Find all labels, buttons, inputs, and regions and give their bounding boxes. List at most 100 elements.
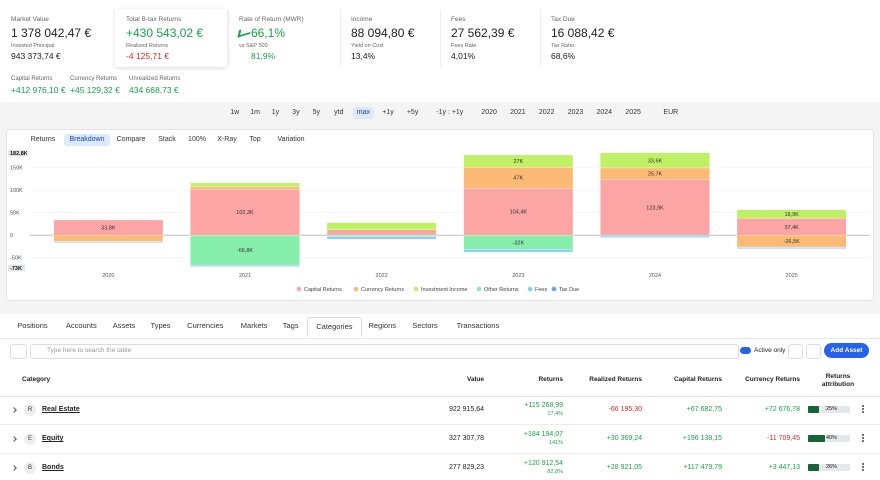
column-header[interactable]: Returns attribution: [821, 373, 855, 388]
range-button[interactable]: +1y: [382, 109, 394, 116]
bar-segment: [326, 238, 437, 240]
metric-label: Market Value: [11, 16, 49, 23]
range-button[interactable]: 1m: [250, 109, 260, 116]
chart-tab[interactable]: X-Ray: [217, 136, 237, 143]
column-header[interactable]: Category: [22, 376, 51, 383]
metric-value: +430 543,02 €: [126, 26, 204, 40]
range-button[interactable]: EUR: [663, 109, 679, 116]
metric-label: Currency Returns: [70, 76, 118, 82]
attribution-track: [808, 435, 850, 442]
active-only[interactable]: Active only: [754, 347, 786, 354]
y-tick-label: 0: [10, 233, 13, 239]
tabs-bar: [0, 314, 880, 339]
tab[interactable]: Markets: [240, 321, 268, 330]
add-button[interactable]: Add Asset: [824, 343, 869, 358]
tab[interactable]: Assets: [112, 321, 136, 330]
bar-segment: [190, 265, 300, 267]
range-button[interactable]: ytd: [334, 109, 344, 116]
cell: +67 682,75: [686, 406, 722, 413]
filter-icon[interactable]: [10, 344, 27, 359]
row-menu[interactable]: [862, 463, 864, 465]
column-header[interactable]: Currency Returns: [745, 376, 800, 383]
row-name[interactable]: Equity: [42, 435, 64, 442]
metric-label: Fees: [451, 16, 466, 23]
chart-tab[interactable]: Stack: [158, 136, 176, 143]
cell: -66 195,30: [608, 406, 642, 413]
search-box[interactable]: [30, 344, 739, 359]
data-label: 27K: [513, 159, 523, 165]
bar-segment: [326, 229, 437, 236]
expand-chevron[interactable]: [11, 436, 17, 442]
bar-segment: [736, 209, 847, 219]
metric-value: 66,1%: [251, 26, 286, 40]
range-button[interactable]: 2023: [567, 109, 584, 116]
cell: +184 194,07: [523, 431, 563, 438]
divider: [540, 10, 541, 66]
chart-tab[interactable]: 100%: [188, 136, 206, 143]
expand-chevron[interactable]: [11, 407, 17, 413]
cell: +196 138,15: [682, 435, 722, 442]
range-button[interactable]: 5y: [312, 109, 320, 116]
toggle[interactable]: [740, 347, 751, 354]
column-header[interactable]: Capital Returns: [673, 376, 722, 383]
metric-sub-label: Realized Returns: [126, 43, 169, 49]
row-menu[interactable]: [862, 405, 864, 407]
attribution-track: [808, 464, 850, 471]
range-button[interactable]: 2021: [510, 109, 526, 116]
tab[interactable]: Currencies: [187, 321, 224, 330]
column-header[interactable]: Value: [467, 376, 484, 383]
bar-segment: [463, 154, 574, 168]
bar-segment: [326, 222, 437, 230]
chart-tab[interactable]: Top: [249, 136, 261, 143]
tab[interactable]: Sectors: [412, 321, 438, 330]
range-button[interactable]: 2020: [481, 109, 497, 116]
expand-chevron[interactable]: [11, 465, 17, 471]
metric-label: Unrealized Returns: [129, 76, 181, 82]
column-header[interactable]: Returns: [538, 376, 563, 383]
range-button[interactable]: 3y: [292, 109, 300, 116]
metric-sub-label: vs S&P 500: [239, 43, 268, 49]
tab[interactable]: Tags: [282, 321, 299, 330]
chart-tab[interactable]: Variation: [277, 136, 305, 143]
range-button[interactable]: 2024: [596, 109, 613, 116]
tab[interactable]: Transactions: [456, 321, 500, 330]
returns-pct: 17,4%: [547, 411, 563, 417]
row-menu[interactable]: [862, 434, 864, 436]
range-button[interactable]: 1w: [230, 109, 240, 116]
y-tick-label: 100K: [10, 188, 23, 194]
tab[interactable]: Types: [150, 321, 171, 330]
tab[interactable]: Positions: [17, 321, 48, 330]
chart-tab[interactable]: Compare: [116, 136, 146, 143]
chart-panel: [6, 129, 874, 301]
divider: [440, 10, 441, 66]
cell: +72 676,78: [764, 406, 800, 413]
legend-swatch: [413, 286, 419, 292]
tab[interactable]: Categories: [306, 317, 362, 337]
tab[interactable]: Regions: [368, 321, 396, 330]
chart-tab[interactable]: Breakdown: [64, 134, 110, 146]
data-label: -26,5K: [784, 239, 801, 245]
attribution-bar: [808, 406, 819, 413]
returns-pct: 82,8%: [547, 469, 563, 475]
axis-bound: [8, 149, 25, 157]
legend-swatch: [551, 286, 557, 292]
chart-tab[interactable]: Returns: [30, 136, 56, 143]
download-icon[interactable]: [788, 344, 803, 359]
y-tick-label: 150K: [10, 166, 23, 172]
cell: +117 479,79: [683, 464, 722, 471]
range-button[interactable]: +5y: [406, 109, 419, 116]
column-header[interactable]: Realized Returns: [589, 376, 642, 383]
row-name[interactable]: Bonds: [42, 464, 64, 471]
range-button[interactable]: 2022: [538, 109, 555, 116]
search-placeholder[interactable]: Type here to search the table: [47, 347, 132, 354]
row-name[interactable]: Real Estate: [42, 406, 80, 413]
range-button[interactable]: 1y: [271, 109, 280, 116]
columns-icon[interactable]: [806, 344, 821, 359]
data-label: 33,8K: [101, 226, 116, 232]
range-button[interactable]: -1y : +1y: [436, 109, 464, 116]
range-button[interactable]: max: [352, 107, 375, 119]
axis-bound: [8, 264, 25, 272]
range-button[interactable]: 2025: [625, 109, 641, 116]
metric-sub-value: 68,6%: [551, 51, 576, 61]
tab[interactable]: Accounts: [65, 321, 97, 330]
